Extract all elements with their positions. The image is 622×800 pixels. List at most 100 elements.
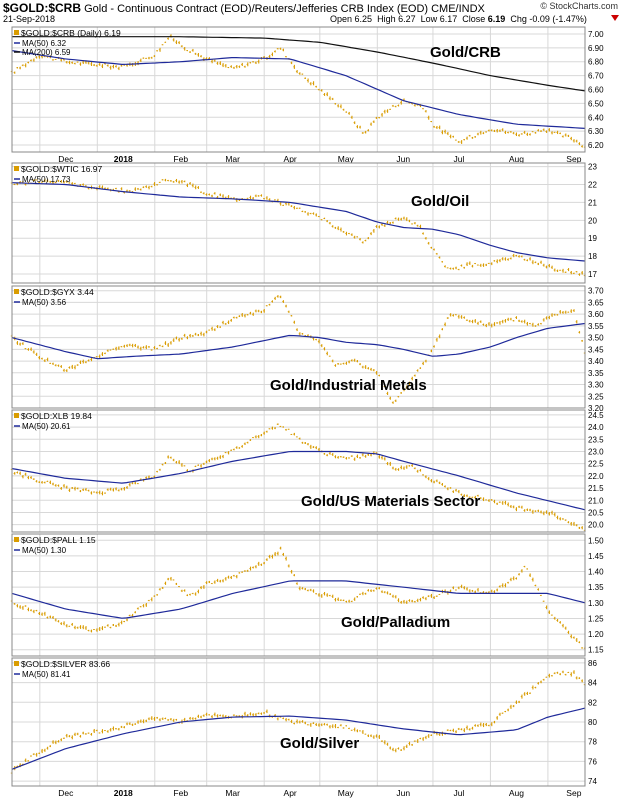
y-tick-label: 74 [588, 777, 597, 786]
panel-border [11, 657, 586, 787]
legend-main: $GOLD:$GYX 3.44 [21, 287, 94, 297]
legend-swatch-price [14, 30, 19, 35]
legend-ma: MA(50) 17.73 [22, 175, 71, 184]
legend-swatch-price [14, 537, 19, 542]
panel-border [11, 533, 586, 657]
y-tick-label: 22.5 [588, 460, 604, 469]
y-tick-label: 1.35 [588, 583, 604, 592]
y-tick-label: 3.45 [588, 345, 604, 354]
y-tick-label: 1.15 [588, 646, 604, 655]
legend-main: $GOLD:$WTIC 16.97 [21, 164, 103, 174]
y-tick-label: 3.65 [588, 298, 604, 307]
y-tick-label: 86 [588, 659, 597, 668]
symbol: $GOLD:$CRB [3, 1, 82, 15]
close-value: 6.19 [487, 14, 506, 24]
x-tick-label: Sep [566, 154, 581, 164]
panel-annotation: Gold/Palladium [341, 614, 450, 631]
x-tick-label: 2018 [114, 154, 133, 164]
y-tick-label: 18 [588, 252, 597, 261]
ma50-line [11, 707, 586, 770]
y-tick-label: 22.0 [588, 472, 604, 481]
y-tick-label: 24.0 [588, 423, 604, 432]
y-tick-label: 17 [588, 270, 597, 279]
high-label: High [377, 14, 396, 24]
x-tick-label: Sep [566, 788, 581, 798]
y-tick-label: 3.30 [588, 381, 604, 390]
y-tick-label: 1.30 [588, 599, 604, 608]
legend-main: $GOLD:$SILVER 83.66 [21, 659, 110, 669]
legend-swatch-price [14, 661, 19, 666]
legend-swatch-price [14, 166, 19, 171]
ma50-line [11, 580, 586, 619]
y-tick-label: 3.60 [588, 310, 604, 319]
chart-panel: 3.70 3.65 3.60 3.55 3.50 3.45 3.40 3.35 3.30 3.25… [10, 285, 604, 413]
y-tick-label: 6.80 [588, 58, 604, 67]
y-tick-label: 20 [588, 216, 597, 225]
legend-ma: MA(50) 81.41 [22, 670, 71, 679]
y-tick-label: 3.20 [588, 404, 604, 413]
y-tick-label: 6.90 [588, 44, 604, 53]
y-tick-label: 3.40 [588, 357, 604, 366]
x-tick-label: Jun [396, 154, 410, 164]
y-tick-label: 21 [588, 198, 597, 207]
y-tick-label: 3.70 [588, 287, 604, 296]
y-tick-label: 1.50 [588, 536, 604, 545]
low-value: 6.17 [439, 14, 458, 24]
legend-swatch-price [14, 413, 19, 418]
x-tick-label: Apr [284, 788, 297, 798]
y-tick-label: 21.0 [588, 496, 604, 505]
panel-annotation: Gold/Industrial Metals [270, 377, 427, 394]
x-tick-label: Feb [173, 788, 188, 798]
chart-title: $GOLD:$CRB Gold - Continuous Contract (E… [3, 1, 485, 15]
x-tick-label: Feb [173, 154, 188, 164]
y-tick-label: 1.45 [588, 552, 604, 561]
y-tick-label: 6.30 [588, 127, 604, 136]
high-value: 6.27 [398, 14, 416, 24]
y-tick-label: 7.00 [588, 30, 604, 39]
ma50-line [11, 322, 586, 360]
y-tick-label: 1.40 [588, 568, 604, 577]
legend-ma: MA(50) 1.30 [22, 546, 67, 555]
legend-ma: MA(50) 20.61 [22, 422, 71, 431]
y-tick-label: 19 [588, 234, 597, 243]
chart-panel: 7.00 6.90 6.80 6.70 6.60 6.50 6.40 6.30 6.20 $GOL… [10, 26, 604, 164]
x-tick-label: Mar [225, 788, 240, 798]
legend-main: $GOLD:$CRB (Daily) 6.19 [21, 28, 121, 38]
y-tick-label: 78 [588, 738, 597, 747]
chart-date: 21-Sep-2018 [3, 14, 56, 24]
chart-panel: 1.50 1.45 1.40 1.35 1.30 1.25 1.20 1.15 $GOLD:$P… [10, 533, 604, 657]
panel-annotation: Gold/Silver [280, 735, 359, 752]
y-tick-label: 23 [588, 163, 597, 172]
panel-annotation: Gold/CRB [430, 44, 501, 61]
panel-annotation: Gold/US Materials Sector [301, 493, 480, 510]
x-tick-label: Aug [509, 154, 524, 164]
chg-value: -0.09 (-1.47%) [529, 14, 587, 24]
x-tick-label: Apr [284, 154, 297, 164]
panel-border [11, 409, 586, 533]
legend-main: $GOLD:$PALL 1.15 [21, 535, 96, 545]
open-value: 6.25 [354, 14, 373, 24]
description: Gold - Continuous Contract (EOD)/Reuters… [84, 3, 485, 15]
y-tick-label: 82 [588, 698, 597, 707]
x-tick-label: May [338, 154, 355, 164]
y-tick-label: 20.5 [588, 508, 604, 517]
y-tick-label: 21.5 [588, 484, 604, 493]
x-tick-label: Jul [453, 788, 464, 798]
y-tick-label: 3.55 [588, 322, 604, 331]
ma50-line [11, 182, 586, 262]
down-arrow-icon [611, 15, 619, 21]
y-tick-label: 6.40 [588, 113, 604, 122]
y-tick-label: 24.5 [588, 411, 604, 420]
y-tick-label: 3.25 [588, 392, 604, 401]
y-tick-label: 6.20 [588, 141, 604, 150]
y-tick-label: 76 [588, 757, 597, 766]
ma50-line [11, 50, 586, 129]
chart-panel: 86 84 82 80 78 76 74 $GOLD:$SILVER 83.66MA(50) … [10, 657, 597, 798]
y-tick-label: 84 [588, 679, 597, 688]
y-tick-label: 80 [588, 718, 597, 727]
legend-ma: MA(50) 6.32 [22, 39, 67, 48]
legend-main: $GOLD:XLB 19.84 [21, 411, 92, 421]
low-label: Low [420, 14, 438, 24]
